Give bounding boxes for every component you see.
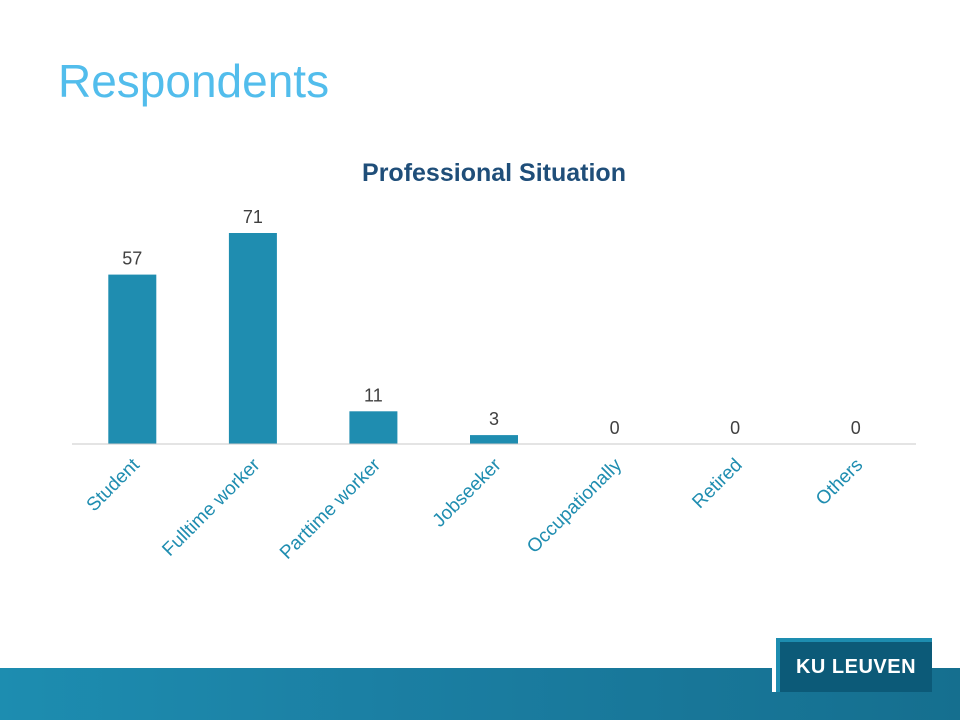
value-label: 0	[851, 418, 861, 438]
value-label: 0	[610, 418, 620, 438]
bar-parttime-worker	[349, 411, 398, 444]
category-label: Others	[812, 455, 867, 510]
bar-student	[108, 274, 157, 444]
bar-chart: Professional Situation 57 71 11 3 0 0 0 Studen…	[72, 159, 916, 564]
slide-title: Respondents	[58, 55, 330, 107]
category-labels-group: Student Fulltime worker Parttime worker Job…	[83, 454, 868, 563]
category-label: Occupationally	[523, 454, 626, 557]
logo-text: KU LEUVEN	[795, 655, 917, 678]
category-label: Student	[83, 454, 145, 516]
category-label: Parttime worker	[276, 454, 385, 563]
logo-inner: KU LEUVEN	[780, 642, 932, 692]
category-label: Fulltime worker	[159, 454, 265, 560]
value-label: 3	[489, 409, 499, 429]
bar-fulltime-worker	[228, 233, 277, 444]
value-label: 0	[730, 418, 740, 438]
category-label: Retired	[688, 455, 746, 513]
value-labels-group: 57 71 11 3 0 0 0	[122, 207, 860, 438]
value-label: 57	[122, 249, 142, 269]
bar-jobseeker	[470, 435, 518, 444]
value-label: 71	[243, 207, 263, 227]
ku-leuven-logo: KU LEUVEN	[772, 634, 932, 692]
value-label: 11	[364, 385, 383, 405]
category-label: Jobseeker	[429, 454, 506, 531]
bars-group	[108, 233, 518, 444]
chart-title: Professional Situation	[362, 159, 626, 187]
